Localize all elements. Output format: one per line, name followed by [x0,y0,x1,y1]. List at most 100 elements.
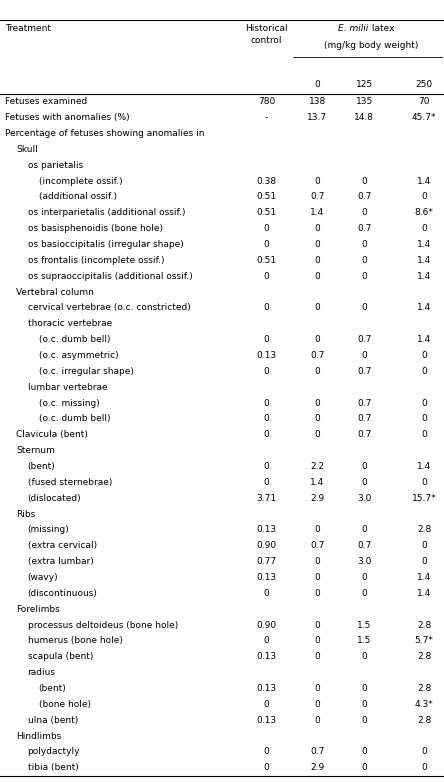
Text: 0.13: 0.13 [256,351,277,360]
Text: processus deltoideus (bone hole): processus deltoideus (bone hole) [28,621,178,630]
Text: 0: 0 [315,303,320,313]
Text: 0: 0 [421,557,427,566]
Text: 0: 0 [315,335,320,344]
Text: 0: 0 [315,557,320,566]
Text: 0.7: 0.7 [310,192,325,202]
Text: 0: 0 [264,430,269,439]
Text: 0.13: 0.13 [256,573,277,582]
Text: Treatment: Treatment [5,24,52,34]
Text: 0: 0 [315,271,320,281]
Text: 0: 0 [361,271,367,281]
Text: tibia (bent): tibia (bent) [28,763,78,773]
Text: 0.38: 0.38 [256,177,277,185]
Text: Skull: Skull [16,145,38,154]
Text: 0: 0 [264,240,269,249]
Text: 0: 0 [315,414,320,423]
Text: Percentage of fetuses showing anomalies in: Percentage of fetuses showing anomalies … [5,129,205,138]
Text: (o.c. asymmetric): (o.c. asymmetric) [39,351,118,360]
Text: 2.9: 2.9 [310,493,325,503]
Text: 0: 0 [421,192,427,202]
Text: E. ​m​i​l​i​i: E. ​m​i​l​i​i [338,24,369,34]
Text: 0: 0 [315,700,320,708]
Text: 0: 0 [315,224,320,233]
Text: 0: 0 [361,573,367,582]
Text: Clavicula (bent): Clavicula (bent) [16,430,88,439]
Text: 0: 0 [361,462,367,471]
Text: 0: 0 [315,573,320,582]
Text: (dislocated): (dislocated) [28,493,81,503]
Text: 0.13: 0.13 [256,684,277,693]
Text: Sternum: Sternum [16,447,56,455]
Text: -: - [265,113,268,122]
Text: 0.7: 0.7 [357,335,371,344]
Text: 0: 0 [421,224,427,233]
Text: 0: 0 [361,303,367,313]
Text: 0.51: 0.51 [256,208,277,217]
Text: 0: 0 [361,652,367,662]
Text: 0: 0 [421,763,427,773]
Text: lumbar vertebrae: lumbar vertebrae [28,382,107,392]
Text: Historical
control: Historical control [245,24,288,45]
Text: 0: 0 [264,637,269,645]
Text: 0: 0 [361,351,367,360]
Text: (bone hole): (bone hole) [39,700,91,708]
Text: 0: 0 [315,399,320,407]
Text: 0.7: 0.7 [357,192,371,202]
Text: 0.90: 0.90 [256,541,277,551]
Text: 0: 0 [421,414,427,423]
Text: 1.4: 1.4 [417,335,431,344]
Text: 0: 0 [421,541,427,551]
Text: 0: 0 [361,763,367,773]
Text: 2.8: 2.8 [417,621,431,630]
Text: (wavy): (wavy) [28,573,58,582]
Text: os supraoccipitalis (additional ossif.): os supraoccipitalis (additional ossif.) [28,271,192,281]
Text: 0.7: 0.7 [310,748,325,756]
Text: 0: 0 [421,399,427,407]
Text: 4.3*: 4.3* [415,700,433,708]
Text: 0: 0 [264,478,269,487]
Text: 0: 0 [361,256,367,265]
Text: 0: 0 [315,652,320,662]
Text: 0.7: 0.7 [357,430,371,439]
Text: thoracic vertebrae: thoracic vertebrae [28,319,112,328]
Text: scapula (bent): scapula (bent) [28,652,93,662]
Text: (o.c. irregular shape): (o.c. irregular shape) [39,367,134,376]
Text: 1.4: 1.4 [417,256,431,265]
Text: 70: 70 [418,97,430,106]
Text: 1.4: 1.4 [310,478,325,487]
Text: 0.51: 0.51 [256,256,277,265]
Text: 1.4: 1.4 [417,271,431,281]
Text: 8.6*: 8.6* [415,208,433,217]
Text: 0: 0 [361,589,367,598]
Text: os basioccipitalis (irregular shape): os basioccipitalis (irregular shape) [28,240,183,249]
Text: polydactyly: polydactyly [28,748,80,756]
Text: 0: 0 [421,748,427,756]
Text: 0: 0 [264,700,269,708]
Text: 0.7: 0.7 [310,351,325,360]
Text: 0: 0 [315,526,320,534]
Text: 0.13: 0.13 [256,716,277,725]
Text: 0: 0 [315,177,320,185]
Text: 1.4: 1.4 [417,462,431,471]
Text: Hindlimbs: Hindlimbs [16,732,62,741]
Text: Ribs: Ribs [16,510,36,518]
Text: 0: 0 [315,637,320,645]
Text: 0: 0 [361,208,367,217]
Text: 138: 138 [309,97,326,106]
Text: 0: 0 [361,240,367,249]
Text: Fetuses with anomalies (%): Fetuses with anomalies (%) [5,113,130,122]
Text: os parietalis: os parietalis [28,161,83,170]
Text: radius: radius [28,668,56,677]
Text: (o.c. missing): (o.c. missing) [39,399,99,407]
Text: 0: 0 [264,763,269,773]
Text: 3.0: 3.0 [357,557,371,566]
Text: (bent): (bent) [28,462,55,471]
Text: 0.7: 0.7 [357,224,371,233]
Text: 0: 0 [315,256,320,265]
Text: 1.4: 1.4 [417,573,431,582]
Text: 0: 0 [264,414,269,423]
Text: (bent): (bent) [39,684,67,693]
Text: 14.8: 14.8 [354,113,374,122]
Text: 0: 0 [361,700,367,708]
Text: humerus (bone hole): humerus (bone hole) [28,637,123,645]
